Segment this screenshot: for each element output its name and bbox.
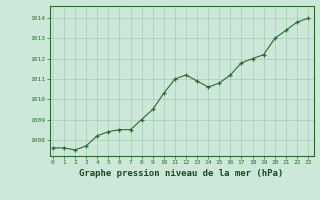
X-axis label: Graphe pression niveau de la mer (hPa): Graphe pression niveau de la mer (hPa) (79, 169, 284, 178)
